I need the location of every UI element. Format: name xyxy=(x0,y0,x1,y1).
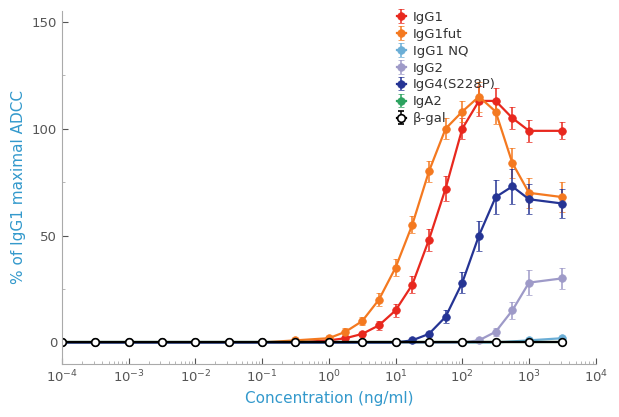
X-axis label: Concentration (ng/ml): Concentration (ng/ml) xyxy=(245,391,413,406)
Y-axis label: % of IgG1 maximal ADCC: % of IgG1 maximal ADCC xyxy=(11,90,26,284)
Legend: IgG1, IgG1fut, IgG1 NQ, IgG2, IgG4(S228P), IgA2, β-gal: IgG1, IgG1fut, IgG1 NQ, IgG2, IgG4(S228P… xyxy=(397,11,495,126)
